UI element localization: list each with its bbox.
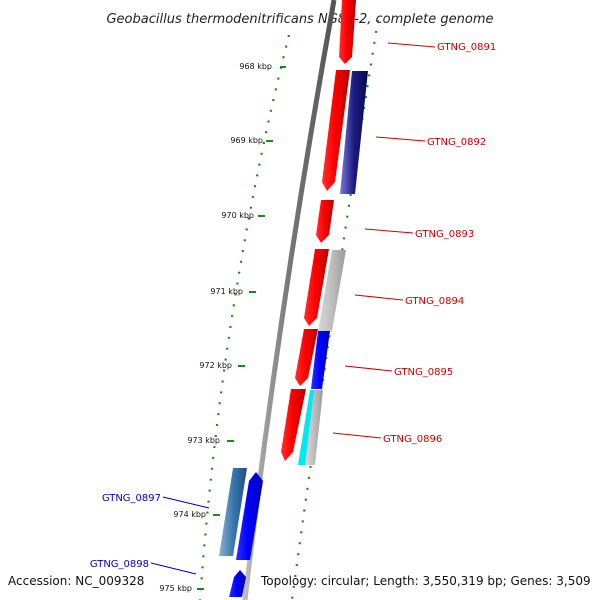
label-leader-lines [150, 42, 436, 575]
feature-bar-blue[interactable] [311, 331, 330, 389]
gene-arrow-gtng-0892[interactable] [322, 70, 350, 191]
gene-label-gtng-0897[interactable]: GTNG_0897 [102, 493, 161, 504]
gene-label-gtng-0895[interactable]: GTNG_0895 [394, 367, 453, 378]
leader-line-gtng-0894 [354, 294, 404, 301]
leader-line-gtng-0896 [332, 432, 382, 439]
gene-arrow-gtng-0895[interactable] [295, 329, 318, 386]
feature-bar-gray[interactable] [318, 250, 346, 331]
kbp-label: 975 kbp [159, 584, 192, 593]
feature-bars [298, 71, 368, 465]
gene-arrow-gtng-0897[interactable] [236, 472, 263, 560]
gene-label-gtng-0896[interactable]: GTNG_0896 [383, 434, 442, 445]
gene-label-gtng-0893[interactable]: GTNG_0893 [415, 229, 474, 240]
leader-line-gtng-0891 [387, 42, 436, 48]
kbp-label: 970 kbp [221, 211, 254, 220]
gene-arrow-gtng-0894[interactable] [304, 249, 329, 326]
genome-backbone [242, 0, 337, 600]
gene-arrow-gtng-0893[interactable] [316, 200, 334, 243]
leader-line-gtng-0893 [364, 228, 414, 234]
accession-text: Accession: NC_009328 [8, 574, 145, 588]
gene-label-gtng-0898[interactable]: GTNG_0898 [90, 559, 149, 570]
kbp-label: 974 kbp [173, 510, 206, 519]
leader-line-gtng-0895 [344, 365, 393, 372]
gene-arrow-gtng-0891[interactable] [339, 0, 356, 64]
feature-bar-navy[interactable] [340, 71, 368, 194]
kbp-label: 969 kbp [230, 136, 263, 145]
gene-label-gtng-0892[interactable]: GTNG_0892 [427, 137, 486, 148]
leader-line-gtng-0898 [150, 562, 197, 575]
gene-arrow-gtng-0898[interactable] [229, 570, 246, 597]
gene-bar-steel[interactable] [219, 468, 247, 556]
kbp-label: 968 kbp [239, 62, 272, 71]
kbp-label: 972 kbp [199, 361, 232, 370]
gene-arrow-gtng-0896[interactable] [281, 389, 306, 461]
kbp-tick-marks [197, 66, 286, 590]
kbp-label: 971 kbp [210, 287, 243, 296]
leader-line-gtng-0892 [375, 136, 426, 142]
feature-bar-gray-lower[interactable] [305, 390, 323, 465]
map-title: Geobacillus thermodenitrificans NG80-2, … [106, 12, 493, 27]
gene-label-gtng-0891[interactable]: GTNG_0891 [437, 42, 496, 53]
reverse-strand-genes [219, 468, 263, 597]
forward-strand-genes [281, 0, 356, 461]
topology-text: Topology: circular; Length: 3,550,319 bp… [261, 574, 591, 588]
kbp-label: 973 kbp [187, 436, 220, 445]
gene-label-gtng-0894[interactable]: GTNG_0894 [405, 296, 464, 307]
leader-line-gtng-0897 [162, 496, 210, 509]
